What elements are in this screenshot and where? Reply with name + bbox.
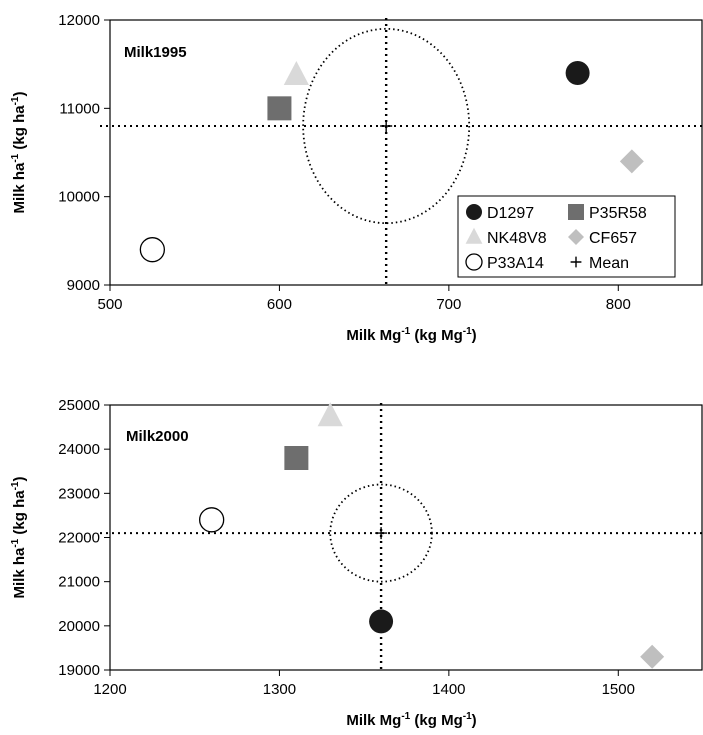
marker-p33a14 xyxy=(199,507,225,533)
plot-frame xyxy=(109,19,703,286)
y-tick-label: 9000 xyxy=(67,277,100,294)
panel-label: Milk1995 xyxy=(124,44,187,61)
x-tick-label: 1300 xyxy=(263,681,296,698)
marker-p35r58 xyxy=(267,96,292,121)
marker-legend-p35r58 xyxy=(568,204,584,220)
confidence-ellipse xyxy=(302,27,471,225)
x-tick-label: 1500 xyxy=(602,681,635,698)
y-tick-label: 22000 xyxy=(58,530,100,547)
legend-label: CF657 xyxy=(589,230,637,247)
legend-label: NK48V8 xyxy=(487,230,547,247)
x-axis-title: Milk Mg-1 (kg Mg-1) xyxy=(346,326,476,344)
y-axis-title: Milk ha-1 (kg ha-1) xyxy=(10,91,28,213)
x-tick-label: 700 xyxy=(436,296,461,313)
marker-legend-mean xyxy=(570,256,582,268)
marker-legend-nk48v8 xyxy=(465,227,483,244)
panel-label: Milk2000 xyxy=(126,428,189,445)
legend: D1297 P35R58 NK48V8 CF657 P33A14 Mean xyxy=(457,195,676,278)
y-tick-label: 12000 xyxy=(58,12,100,29)
panel-milk1995: 9000 10000 11000 12000 500 600 700 800 Milk1995 M… xyxy=(10,12,703,344)
y-tick-label: 21000 xyxy=(58,574,100,591)
y-tick-label: 10000 xyxy=(58,189,100,206)
marker-p33a14 xyxy=(139,237,166,263)
y-tick-label: 11000 xyxy=(59,100,100,117)
confidence-ellipse xyxy=(329,483,433,583)
marker-cf657 xyxy=(640,644,665,669)
panel-milk2000: 19000 20000 21000 22000 23000 24000 25000 1200 1… xyxy=(10,397,703,729)
marker-d1297 xyxy=(369,609,394,634)
marker-d1297 xyxy=(565,61,590,85)
legend-label: Mean xyxy=(589,255,629,272)
x-tick-label: 500 xyxy=(97,296,122,313)
plot-frame xyxy=(109,404,703,671)
x-tick-label: 600 xyxy=(267,296,292,313)
y-axis-title: Milk ha-1 (kg ha-1) xyxy=(10,476,28,598)
marker-p35r58 xyxy=(284,446,309,470)
legend-label: P33A14 xyxy=(487,255,544,272)
y-tick-label: 19000 xyxy=(58,662,100,679)
x-tick-label: 1400 xyxy=(432,681,465,698)
x-tick-label: 800 xyxy=(606,296,631,313)
marker-nk48v8 xyxy=(283,60,309,85)
legend-label: D1297 xyxy=(487,205,534,222)
y-tick-label: 23000 xyxy=(58,485,100,502)
marker-legend-cf657 xyxy=(568,229,584,245)
x-tick-label: 1200 xyxy=(93,681,126,698)
marker-mean xyxy=(375,527,388,540)
marker-legend-p33a14 xyxy=(465,253,483,271)
y-tick-label: 24000 xyxy=(58,441,100,458)
marker-legend-d1297 xyxy=(466,204,482,220)
marker-nk48v8 xyxy=(317,402,343,427)
legend-box xyxy=(457,195,676,278)
x-axis-title: Milk Mg-1 (kg Mg-1) xyxy=(346,711,476,729)
marker-cf657 xyxy=(619,149,644,174)
marker-mean xyxy=(380,120,393,132)
y-tick-label: 20000 xyxy=(58,618,100,635)
legend-label: P35R58 xyxy=(589,205,647,222)
y-tick-label: 25000 xyxy=(58,397,100,414)
